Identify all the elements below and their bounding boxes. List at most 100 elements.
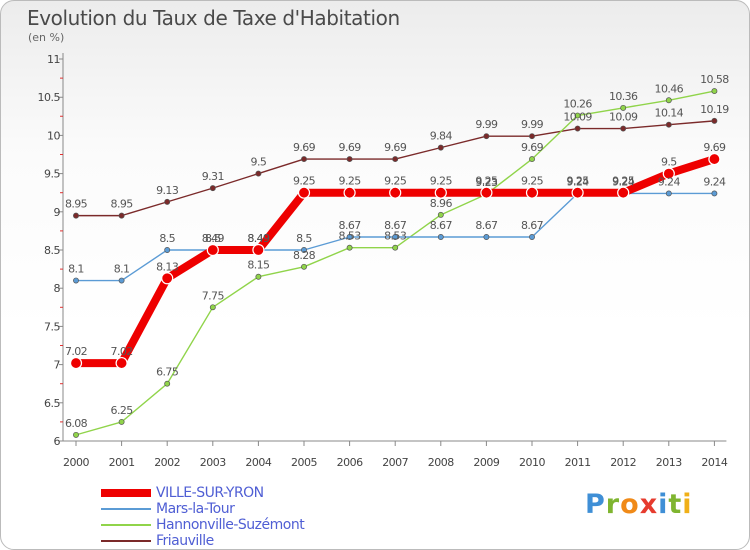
series-point	[301, 263, 307, 270]
x-tick-label: 2006	[337, 456, 363, 469]
legend-item: Friauville	[101, 533, 361, 549]
series-point	[255, 273, 262, 280]
x-tick-label: 2012	[610, 456, 636, 469]
series-point	[209, 185, 216, 192]
series-point	[437, 234, 444, 240]
data-label: 10.36	[609, 90, 638, 103]
series-point	[73, 277, 79, 284]
series-point	[255, 170, 262, 177]
data-label: 9.25	[521, 175, 544, 188]
series-point	[301, 247, 307, 253]
data-label: 10.09	[609, 111, 638, 124]
y-tick-label: 7.5	[44, 320, 60, 333]
series-point	[346, 244, 353, 251]
data-label: 9.5	[251, 156, 267, 169]
x-tick-label: 2001	[109, 456, 135, 469]
series-point	[73, 212, 79, 219]
data-label: 9.25	[339, 175, 362, 188]
legend-swatch	[101, 489, 151, 497]
x-tick-label: 2005	[291, 456, 317, 469]
series-point	[617, 186, 630, 199]
x-tick-label: 2014	[701, 456, 727, 469]
data-label: 8.13	[156, 260, 179, 273]
data-label: 9.69	[339, 141, 362, 154]
logo-letter: P	[585, 489, 606, 520]
series-point	[69, 356, 83, 370]
legend-item: VILLE-SUR-YRON	[101, 485, 361, 501]
data-label: 10.58	[700, 73, 729, 86]
data-label: 6.08	[65, 417, 88, 430]
y-tick-label: 7	[54, 359, 61, 372]
series-point	[529, 234, 535, 240]
series-point	[711, 190, 718, 197]
logo-letter: t	[668, 489, 683, 520]
data-label: 10.14	[655, 107, 684, 120]
data-label: 10.46	[655, 82, 684, 95]
series-point	[343, 186, 356, 199]
series-point	[392, 156, 399, 163]
data-label: 7.02	[111, 345, 133, 358]
series-point	[392, 234, 399, 240]
legend-swatch	[101, 508, 151, 510]
data-label: 10.09	[563, 111, 592, 124]
legend-swatch	[101, 524, 151, 526]
series-point	[73, 431, 79, 438]
series-point	[118, 277, 125, 284]
x-tick-label: 2002	[154, 456, 180, 469]
series-point	[434, 186, 447, 199]
data-label: 8.5	[296, 232, 312, 245]
legend-label: Hannonville-Suzémont	[156, 517, 305, 533]
series-point	[164, 247, 171, 253]
series-point	[164, 380, 171, 387]
data-label: 9.25	[475, 175, 498, 188]
data-label: 9.99	[475, 118, 498, 131]
data-label: 8.67	[521, 219, 544, 232]
x-tick-label: 2004	[245, 456, 271, 469]
x-tick-label: 2011	[565, 456, 591, 469]
data-label: 9.25	[430, 175, 453, 188]
series-line-0	[76, 120, 715, 217]
x-tick-label: 2013	[656, 456, 682, 469]
series-point	[662, 167, 675, 180]
series-point	[437, 211, 444, 218]
y-tick-label: 6.5	[44, 397, 60, 410]
data-label: 9.24	[567, 175, 590, 188]
logo-letter: i	[682, 489, 693, 520]
series-point	[346, 234, 353, 240]
unit-label: (en %)	[28, 31, 65, 44]
series-point	[665, 121, 672, 128]
y-tick-label: 9.5	[44, 168, 60, 181]
y-tick-label: 9	[54, 206, 61, 219]
series-point	[389, 186, 402, 199]
logo-letter: r	[605, 489, 621, 520]
series-point	[525, 186, 539, 199]
series-point	[164, 198, 171, 205]
x-tick-label: 2008	[428, 456, 454, 469]
series-point	[297, 186, 311, 199]
proxiti-logo: Proxiti	[585, 489, 693, 520]
data-label: 9.84	[430, 130, 453, 143]
x-tick-label: 2003	[200, 456, 226, 469]
data-label: 8.95	[111, 198, 134, 211]
logo-letter: x	[639, 489, 659, 520]
data-label: 9.24	[612, 175, 635, 188]
data-label: 9.31	[202, 170, 224, 183]
data-label: 9.69	[293, 141, 316, 154]
series-point	[346, 156, 353, 163]
data-label: 10.19	[700, 103, 729, 116]
series-point	[118, 418, 125, 425]
data-label: 7.75	[202, 289, 225, 302]
series-point	[437, 144, 444, 151]
data-label: 9.25	[384, 175, 407, 188]
data-label: 8.49	[202, 232, 225, 245]
series-point	[711, 88, 718, 95]
series-point	[571, 186, 584, 199]
data-label: 8.5	[205, 232, 221, 245]
legend-item: Hannonville-Suzémont	[101, 517, 361, 533]
data-label: 9.24	[658, 175, 681, 188]
data-label: 8.1	[68, 263, 84, 276]
data-label: 9.25	[567, 175, 590, 188]
data-label: 9.24	[703, 175, 726, 188]
